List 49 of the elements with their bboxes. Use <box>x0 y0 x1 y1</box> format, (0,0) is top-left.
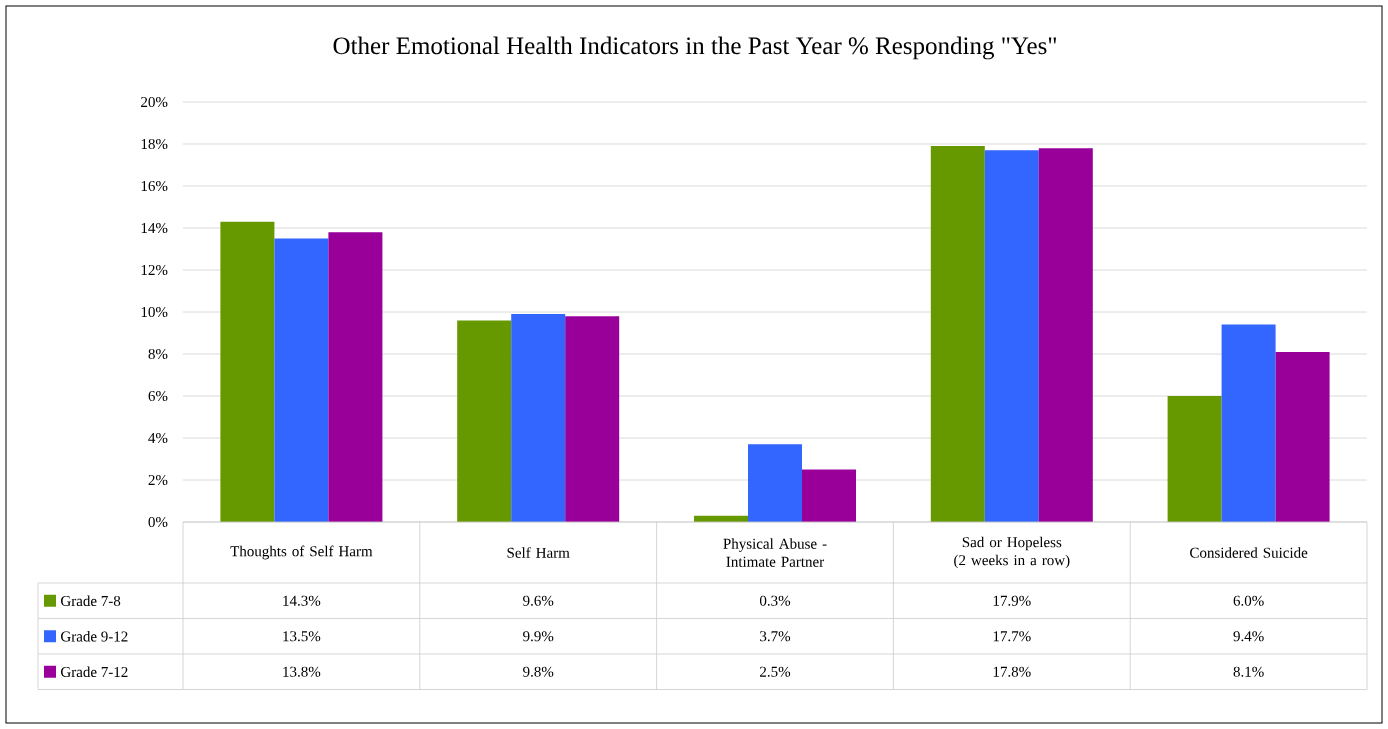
data-label: 3.7% <box>760 631 791 642</box>
bar <box>274 238 329 522</box>
y-tick-label: 6% <box>148 390 168 402</box>
data-label: 13.5% <box>283 631 321 642</box>
bar <box>220 221 275 522</box>
y-tick-label: 14% <box>141 222 168 234</box>
data-label: 17.7% <box>993 631 1031 642</box>
x-tick-label: Thoughts of Self Harm <box>230 545 373 560</box>
data-label: 14.3% <box>283 595 321 606</box>
bar <box>930 146 985 522</box>
bar <box>457 320 512 522</box>
bar <box>511 314 566 522</box>
x-tick-label: Considered Suicide <box>1190 547 1308 558</box>
legend-label: Grade 7-8 <box>61 595 121 607</box>
x-tick-label: Sad or Hopeless (2 weeks in a row) <box>954 536 1070 569</box>
data-label: 0.3% <box>759 595 791 606</box>
chart-title: Other Emotional Health Indicators in the Past Year % Responding "Yes" <box>333 36 1056 60</box>
y-tick-label: 4% <box>148 432 168 444</box>
bar <box>1038 148 1093 522</box>
y-tick-label: 0% <box>148 516 168 528</box>
y-tick-label: 10% <box>141 306 168 318</box>
y-tick-label: 8% <box>148 348 168 360</box>
bar <box>328 232 383 522</box>
y-tick-label: 12% <box>141 264 168 276</box>
data-label: 17.9% <box>993 595 1031 606</box>
data-label: 9.6% <box>523 595 554 606</box>
bar <box>565 316 620 522</box>
bar <box>984 150 1039 522</box>
bar <box>1221 324 1276 522</box>
x-tick-label: Self Harm <box>507 547 570 558</box>
data-label: 9.9% <box>523 631 554 642</box>
legend-label: Grade 7-12 <box>61 666 128 678</box>
data-label: 17.8% <box>993 666 1031 677</box>
data-label: 2.5% <box>760 666 791 677</box>
data-label: 6.0% <box>1233 595 1264 606</box>
data-label: 8.1% <box>1233 666 1264 677</box>
data-label: 13.8% <box>283 666 321 677</box>
y-tick-label: 2% <box>148 474 168 486</box>
bar <box>1275 351 1330 522</box>
y-tick-label: 20% <box>141 96 168 108</box>
data-label: 9.4% <box>1233 631 1264 642</box>
y-tick-label: 16% <box>141 180 168 192</box>
legend-label: Grade 9-12 <box>61 630 128 642</box>
bar <box>802 469 856 522</box>
bar <box>1167 396 1222 522</box>
bar <box>748 444 802 522</box>
y-tick-label: 18% <box>141 138 168 150</box>
data-label: 9.8% <box>523 666 554 677</box>
x-tick-label: Physical Abuse - Intimate Partner <box>723 538 827 567</box>
